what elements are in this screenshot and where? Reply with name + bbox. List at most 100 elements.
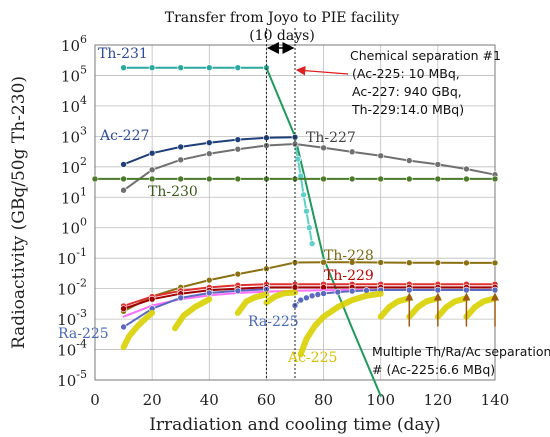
chem-separation-arrow	[295, 65, 349, 76]
series-labels: Th-231 Ac-227 Th-227 Th-230 Th-228 Th-229 Ra-2…	[58, 46, 374, 366]
data-point	[120, 161, 127, 168]
data-point	[308, 292, 316, 300]
x-tick-label: 0	[90, 391, 100, 409]
data-point	[120, 323, 127, 331]
data-point	[177, 64, 185, 71]
transfer-title: Transfer from Joyo to PIE facility	[165, 10, 400, 26]
series-line	[463, 295, 498, 320]
axes: 0 20 40 60 80 100 120 140 106 105 104 103 102 101 100 1…	[9, 33, 509, 435]
data-point	[205, 139, 213, 146]
series-group	[91, 64, 499, 397]
data-point	[234, 270, 242, 278]
y-tick-label: 10-5	[57, 368, 87, 390]
data-point	[205, 150, 213, 157]
y-tick-label: 103	[61, 124, 87, 146]
data-point	[120, 305, 127, 312]
x-tick-label: 140	[481, 391, 510, 409]
data-point	[320, 175, 327, 183]
data-point	[434, 286, 442, 294]
y-axis-label: Radioactivity (GBq/50g Th-230)	[9, 76, 29, 349]
series-line	[234, 291, 270, 316]
data-point	[314, 291, 322, 298]
x-tick-label: 100	[366, 391, 395, 409]
data-point	[205, 175, 213, 183]
series-label: Th-231	[98, 46, 148, 62]
separation-marker	[462, 292, 471, 301]
y-tick-label: 101	[61, 185, 87, 207]
series-line	[122, 283, 496, 307]
transfer-days: (10 days)	[249, 28, 315, 44]
x-tick-label: 80	[314, 391, 333, 409]
series-line	[434, 295, 470, 320]
data-point	[120, 64, 127, 71]
y-tick-label: 10-4	[57, 338, 87, 360]
data-point	[434, 175, 442, 183]
chem-separation-text: Ac-227: 940 GBq,	[352, 84, 462, 99]
series-line	[122, 286, 496, 310]
data-point	[348, 259, 356, 266]
data-point	[234, 287, 242, 295]
series-line	[120, 309, 156, 351]
series-line	[297, 290, 384, 358]
x-tick-label: 40	[200, 391, 219, 409]
data-point	[320, 290, 327, 297]
x-tick-label: 120	[424, 391, 453, 409]
data-point	[303, 207, 310, 215]
data-point	[297, 296, 305, 304]
series-line	[122, 143, 496, 192]
data-point	[434, 161, 442, 168]
y-tick-label: 102	[61, 155, 87, 177]
data-point	[377, 175, 385, 183]
data-point	[177, 156, 185, 164]
series-line	[172, 296, 213, 332]
multi-separation-text: # (Ac-225:6.6 MBq)	[372, 362, 495, 377]
separation-marker	[491, 292, 499, 301]
data-point	[205, 64, 213, 71]
y-tick-label: 10-2	[57, 277, 87, 299]
multi-separation-text: Multiple Th/Ra/Ac separations	[372, 344, 550, 359]
y-tick-label: 100	[61, 216, 87, 238]
series-label: Ra-225	[58, 326, 109, 342]
series-label: Ac-227	[99, 128, 149, 144]
series-line	[265, 66, 382, 397]
data-point	[348, 148, 356, 156]
chem-separation-text: Th-229:14.0 MBq)	[351, 102, 464, 117]
data-point	[177, 143, 185, 151]
series-line	[377, 295, 413, 320]
chem-separation-text: Chemical separation #1	[350, 48, 501, 63]
y-tick-label: 104	[61, 94, 87, 116]
data-point	[434, 259, 442, 267]
x-axis-label: Irradiation and cooling time (day)	[149, 415, 441, 435]
data-point	[120, 175, 127, 183]
y-tick-label: 10-3	[57, 307, 87, 329]
series-label: Th-229	[324, 268, 374, 284]
data-point	[377, 152, 385, 160]
data-point	[305, 224, 313, 232]
series-label: Th-227	[306, 130, 356, 146]
y-tick-label: 105	[61, 63, 87, 85]
data-point	[348, 175, 356, 183]
data-point	[234, 175, 242, 183]
data-point	[463, 165, 470, 173]
data-point	[300, 191, 307, 199]
separation-marker	[405, 292, 414, 301]
series-line	[263, 289, 298, 306]
data-point	[148, 149, 156, 157]
series-label: Ac-225	[287, 350, 337, 366]
data-point	[405, 259, 413, 267]
annotations: Transfer from Joyo to PIE facility (10 da…	[165, 10, 550, 380]
series-label: Ra-225	[248, 314, 299, 330]
data-point	[205, 289, 213, 297]
series-label: Th-230	[148, 184, 198, 200]
data-point	[120, 186, 127, 194]
chem-separation-text: (Ac-225: 10 MBq,	[352, 66, 460, 81]
y-tick-label: 106	[61, 33, 87, 55]
data-point	[377, 259, 385, 266]
data-point	[463, 175, 470, 183]
data-point	[303, 294, 310, 302]
x-tick-label: 60	[257, 391, 276, 409]
data-point	[491, 259, 499, 267]
data-point	[320, 259, 327, 266]
